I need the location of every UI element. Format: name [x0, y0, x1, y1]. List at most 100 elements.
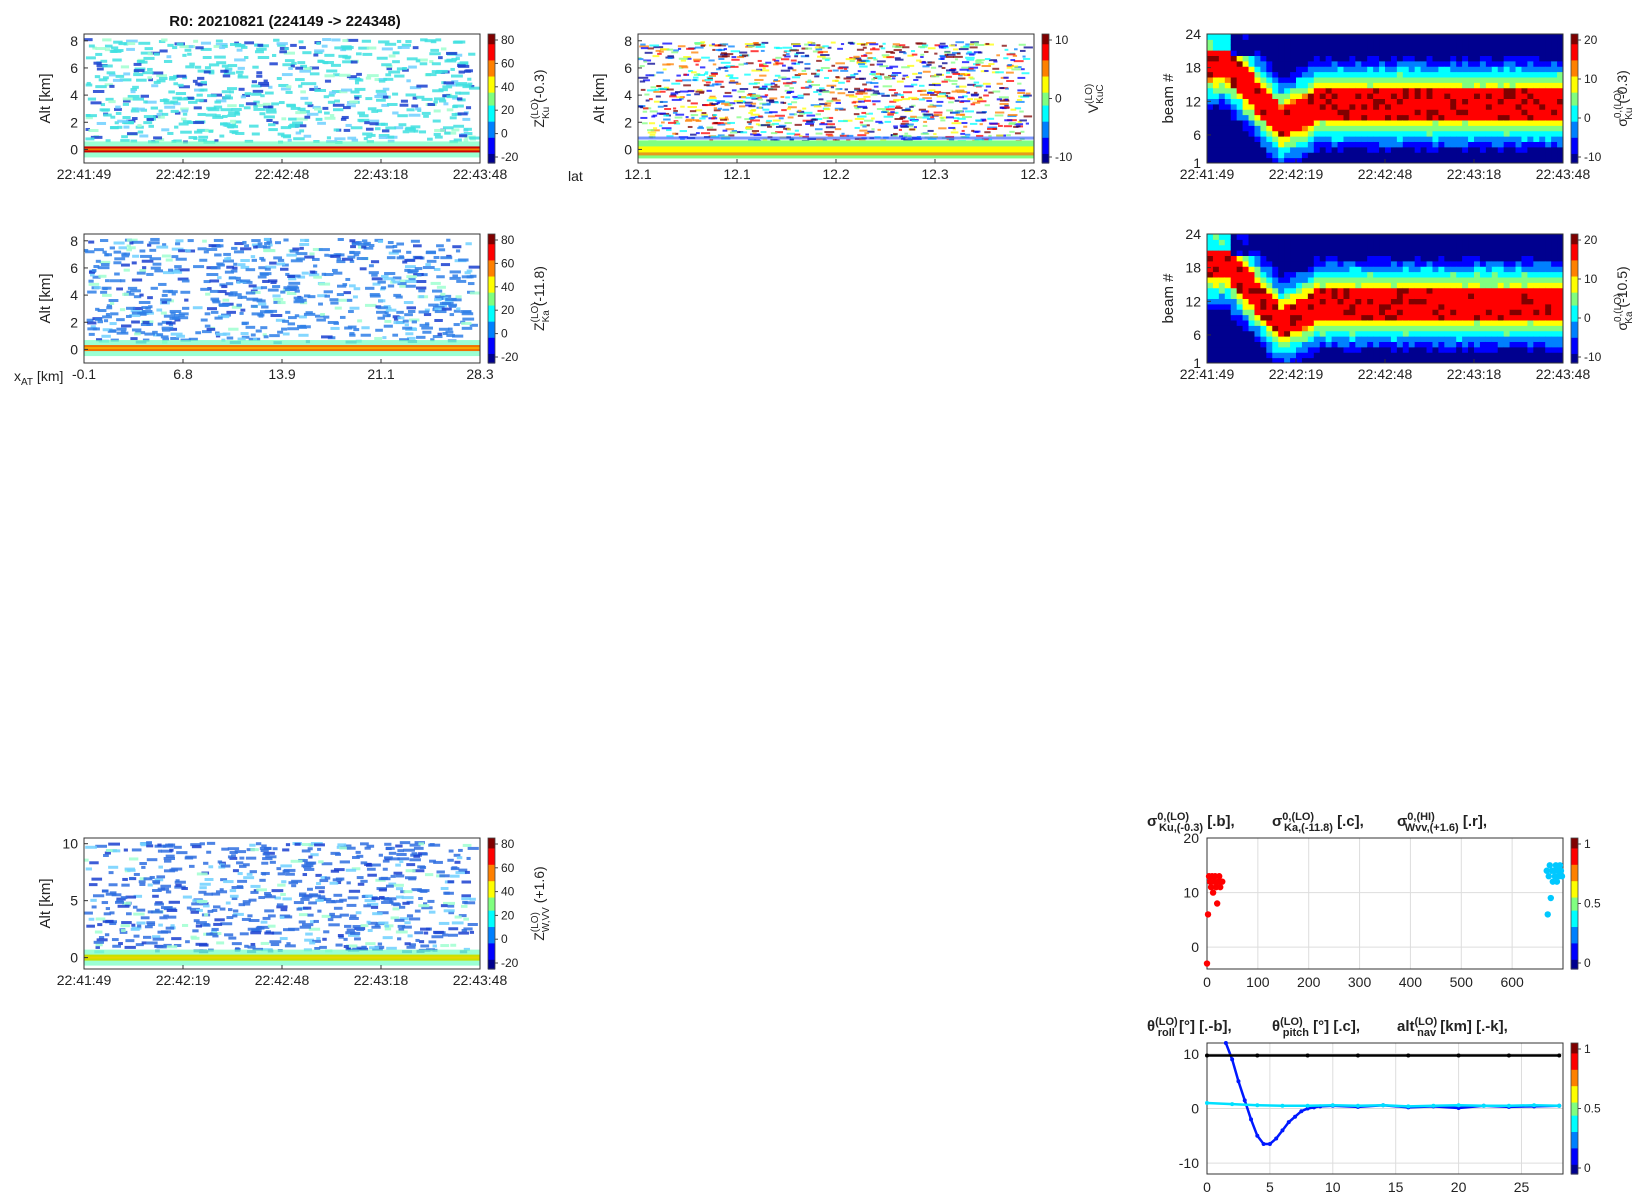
beam-cell [1479, 152, 1487, 159]
beam-cell [1515, 77, 1522, 83]
beam-cell [1385, 44, 1392, 51]
velocity-cell [896, 80, 904, 83]
beam-cell [1325, 125, 1333, 132]
colorbar-segment [488, 50, 495, 54]
colorbar-tick-label: 0 [501, 127, 508, 141]
beam-cell [1207, 44, 1214, 51]
velocity-cell [907, 117, 916, 120]
echo-cell [109, 84, 115, 88]
beam-cell [1343, 87, 1350, 94]
beam-cell [1414, 130, 1422, 137]
echo-cell [269, 334, 280, 338]
beam-cell [1272, 77, 1279, 83]
beam-cell [1325, 341, 1333, 348]
beam-cell [1527, 71, 1534, 78]
velocity-cell [780, 101, 784, 104]
velocity-cell [731, 56, 737, 59]
beam-cell [1509, 98, 1517, 105]
beam-cell [1491, 71, 1499, 78]
velocity-cell [934, 90, 939, 93]
velocity-cell [645, 99, 650, 102]
velocity-cell [664, 108, 672, 111]
echo-cell [346, 298, 353, 302]
beam-cell [1474, 114, 1481, 121]
beam-cell [1414, 114, 1422, 121]
beam-cell [1462, 130, 1469, 137]
beam-cell [1432, 114, 1439, 121]
colorbar-segment [1042, 46, 1049, 51]
velocity-cell [773, 59, 780, 62]
echo-cell [244, 56, 249, 60]
beam-cell [1355, 141, 1362, 148]
echo-cell [278, 101, 285, 105]
beam-cell [1254, 141, 1261, 148]
beam-cell [1236, 39, 1244, 46]
velocity-cell [743, 62, 748, 65]
echo-cell [321, 335, 333, 339]
beam-cell [1521, 125, 1528, 132]
beam-cell [1242, 314, 1250, 321]
velocity-cell [648, 98, 653, 101]
velocity-cell [894, 92, 898, 95]
velocity-cell [988, 63, 995, 66]
colorbar-segment [1571, 88, 1578, 93]
colorbar-tick-label: -20 [501, 350, 519, 364]
velocity-cell [711, 43, 715, 46]
beam-cell [1260, 234, 1267, 240]
velocity-cell [748, 117, 754, 120]
velocity-cell [853, 55, 860, 58]
echo-cell [467, 282, 475, 286]
echo-cell [104, 44, 113, 48]
beam-cell [1260, 260, 1267, 267]
velocity-cell [750, 102, 757, 105]
beam-cell [1224, 87, 1232, 94]
beam-cell [1260, 93, 1267, 99]
echo-cell [430, 48, 440, 52]
beam-cell [1236, 271, 1244, 278]
velocity-cell [675, 113, 685, 116]
beam-cell [1414, 39, 1422, 46]
echo-cell [293, 137, 305, 141]
echo-cell [244, 41, 255, 45]
velocity-cell [994, 114, 1004, 117]
beam-cell [1337, 336, 1344, 342]
velocity-cell [823, 104, 831, 107]
echo-cell [459, 91, 470, 95]
beam-cell [1260, 60, 1267, 67]
beam-cell [1296, 341, 1303, 348]
beam-cell [1551, 120, 1558, 126]
echo-cell [130, 139, 138, 143]
echo-cell [173, 74, 179, 78]
velocity-cell [661, 127, 672, 130]
velocity-cell [794, 129, 799, 132]
beam-cell [1296, 282, 1303, 289]
beam-cell [1331, 260, 1339, 267]
panel-zku-reflectivity: 22:41:49 22:42:19 22:42:48 22:43:18 22:43:48… [37, 33, 552, 182]
beam-cell [1551, 157, 1558, 163]
echo-cell [350, 126, 363, 130]
beam-cell [1485, 50, 1493, 56]
echo-cell [123, 121, 135, 125]
echo-cell [129, 314, 141, 318]
velocity-cell [638, 58, 644, 61]
velocity-cell [653, 90, 661, 93]
beam-cell [1254, 277, 1261, 283]
beam-cell [1284, 287, 1291, 294]
velocity-cell [1018, 43, 1026, 46]
beam-cell [1396, 130, 1404, 137]
beam-cell [1290, 87, 1297, 94]
echo-cell [392, 92, 399, 96]
beam-cell [1301, 109, 1309, 116]
beam-cell [1515, 114, 1522, 121]
beam-cell [1337, 357, 1344, 363]
beam-cell [1438, 130, 1445, 137]
beam-cell [1385, 157, 1392, 163]
beam-cell [1224, 60, 1232, 67]
velocity-cell [691, 71, 697, 74]
echo-cell [85, 56, 96, 60]
echo-cell [392, 276, 402, 280]
beam-cell [1236, 114, 1244, 121]
velocity-cell [980, 118, 987, 121]
echo-cell [108, 73, 116, 77]
beam-cell [1491, 44, 1499, 51]
